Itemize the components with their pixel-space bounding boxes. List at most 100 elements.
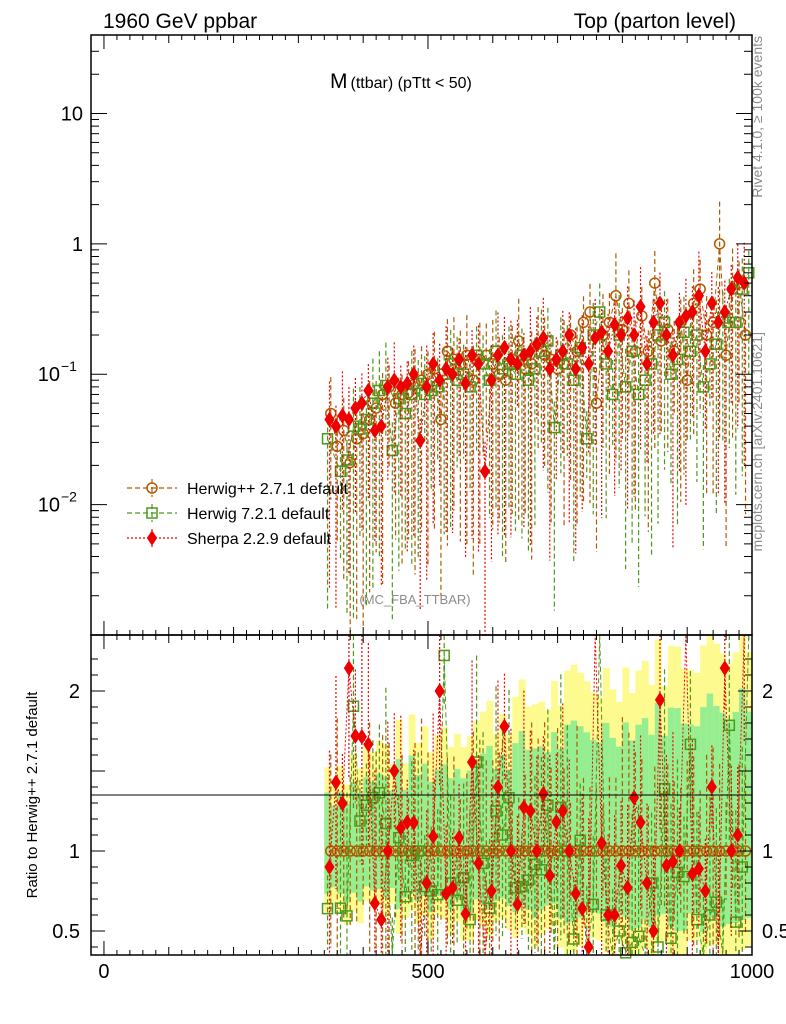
- x-tick-label: 1000: [730, 961, 775, 983]
- main-data-point: [583, 355, 594, 372]
- main-data-point: [434, 372, 445, 389]
- ratio-data-point: [448, 845, 460, 857]
- mcplots-reference-label: mcplots.cern.ch [arXiv:2401.10621]: [749, 332, 765, 551]
- ratio-data-point: [354, 815, 366, 827]
- main-data-point: [538, 329, 549, 346]
- main-y-tick-label: 10: [38, 364, 60, 386]
- ratio-data-point: [461, 845, 473, 857]
- main-data-point: [330, 418, 342, 435]
- ratio-data-point: [480, 845, 493, 857]
- ratio-band-green: [589, 739, 597, 913]
- ratio-band-green: [518, 730, 526, 906]
- main-data-point: [548, 421, 561, 434]
- main-data-point: [421, 378, 432, 395]
- ratio-data-point: [694, 845, 706, 857]
- ratio-data-point: [693, 860, 704, 877]
- ratio-data-point: [706, 779, 717, 795]
- x-tick-label: 500: [411, 961, 444, 983]
- legend-marker: [146, 482, 158, 494]
- main-data-point: [606, 388, 619, 401]
- main-data-point: [610, 290, 622, 302]
- ratio-data-point: [499, 718, 510, 735]
- ratio-data-point: [590, 845, 603, 857]
- ratio-data-point: [635, 814, 646, 831]
- ratio-band-green: [609, 737, 617, 928]
- main-data-point: [726, 281, 737, 298]
- main-data-point: [687, 304, 698, 320]
- ratio-band-green: [628, 740, 636, 930]
- energy-label: 1960 GeV ppbar: [103, 10, 257, 33]
- ratio-data-point: [496, 829, 509, 841]
- ratio-band-green: [440, 764, 448, 899]
- plot-title: M (ttbar) (pTtt < 50): [330, 70, 472, 93]
- ratio-band-green: [466, 770, 474, 914]
- ratio-data-point: [376, 911, 387, 928]
- main-data-point: [512, 355, 523, 372]
- ratio-data-point: [564, 843, 575, 859]
- main-data-point: [577, 316, 590, 329]
- main-data-point: [399, 407, 412, 420]
- main-data-point: [641, 355, 653, 372]
- ratio-data-point: [486, 883, 497, 899]
- ratio-band-green: [499, 755, 507, 899]
- main-data-point: [581, 433, 593, 445]
- main-data-point: [743, 267, 755, 279]
- main-data-point: [408, 366, 419, 383]
- main-data-point: [557, 343, 568, 360]
- main-data-point: [402, 375, 413, 392]
- ratio-axis-label: Ratio to Herwig++ 2.7.1 default: [24, 691, 41, 899]
- ratio-data-point: [369, 895, 380, 912]
- main-data-point: [486, 372, 497, 389]
- ratio-band-green: [654, 703, 662, 916]
- main-y-tick-label: 10: [61, 103, 83, 125]
- ratio-band-green: [337, 791, 345, 894]
- ratio-data-point: [473, 855, 484, 872]
- ratio-y-tick-label-left: 1: [69, 841, 80, 863]
- ratio-data-point: [516, 880, 528, 893]
- main-data-point: [596, 324, 607, 341]
- ratio-band-green: [700, 707, 708, 933]
- main-data-point: [367, 397, 379, 409]
- ratio-band-green: [622, 722, 630, 917]
- main-data-point: [512, 335, 525, 347]
- process-label: Top (parton level): [574, 10, 736, 33]
- main-data-point: [616, 327, 627, 343]
- main-data-point: [551, 351, 562, 368]
- ratio-data-point: [551, 813, 562, 830]
- main-data-point: [609, 316, 620, 333]
- main-data-point: [525, 343, 536, 360]
- main-data-point: [661, 327, 672, 343]
- ratio-data-point: [337, 795, 348, 812]
- ratio-data-point: [360, 799, 373, 812]
- main-data-point: [719, 304, 730, 320]
- ratio-data-point: [441, 885, 452, 902]
- main-data-point: [619, 381, 632, 393]
- ratio-data-point: [632, 930, 645, 943]
- ratio-data-point: [505, 843, 517, 859]
- ratio-data-point: [421, 875, 432, 891]
- ratio-band-green: [324, 792, 332, 894]
- ratio-data-point: [373, 787, 386, 799]
- main-data-point: [382, 378, 393, 395]
- main-y-tick-label: 1: [72, 234, 83, 256]
- analysis-label: (MC_FBA_TTBAR): [359, 592, 470, 607]
- ratio-band-green: [615, 746, 623, 915]
- ratio-data-point: [389, 763, 400, 779]
- ratio-data-point: [460, 905, 471, 922]
- ratio-data-point: [382, 843, 393, 859]
- ratio-band-green: [460, 778, 468, 914]
- ratio-data-point: [334, 902, 347, 914]
- legend-label: Sherpa 2.2.9 default: [187, 531, 332, 548]
- main-data-point: [343, 411, 355, 428]
- legend-label: Herwig 7.2.1 default: [187, 506, 330, 523]
- ratio-plot-frame: [90, 634, 753, 956]
- main-data-point: [678, 326, 690, 338]
- ratio-data-point: [503, 791, 515, 804]
- main-data-point: [667, 347, 679, 364]
- ratio-band-green: [602, 722, 610, 922]
- ratio-data-point: [723, 719, 736, 732]
- ratio-data-point: [531, 843, 542, 859]
- ratio-band-green: [421, 763, 429, 896]
- ratio-data-point: [557, 803, 568, 819]
